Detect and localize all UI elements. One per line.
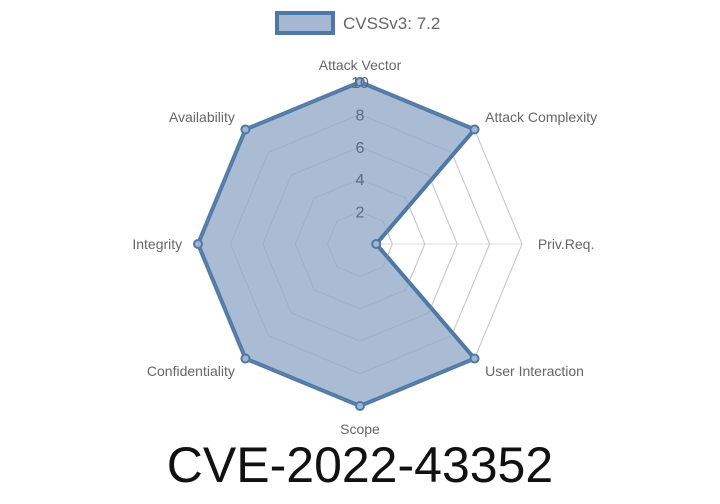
- data-point[interactable]: [355, 77, 365, 87]
- data-point[interactable]: [240, 353, 251, 364]
- axis-label: Integrity: [132, 236, 182, 252]
- axis-label: Confidentiality: [147, 363, 235, 379]
- grid-ring-overlay: [229, 113, 491, 375]
- data-point[interactable]: [469, 124, 480, 135]
- data-point[interactable]: [371, 239, 382, 249]
- tick-label: 4: [356, 172, 365, 189]
- axis-label: Scope: [340, 421, 380, 437]
- grid-ring-overlay: [327, 211, 393, 277]
- grid-ring-overlay: [262, 146, 458, 342]
- legend[interactable]: CVSSv3: 7.2: [275, 11, 440, 35]
- data-point[interactable]: [193, 239, 203, 249]
- tick-label: 10: [351, 75, 369, 92]
- legend-swatch: [275, 11, 335, 35]
- axis-label: Attack Vector: [319, 57, 402, 73]
- axis-label: Attack Complexity: [485, 109, 597, 125]
- tick-label: 8: [356, 107, 365, 124]
- data-point[interactable]: [355, 401, 365, 411]
- data-point[interactable]: [469, 353, 480, 364]
- axis-label: Priv.Req.: [538, 236, 595, 252]
- axis-label: User Interaction: [485, 363, 584, 379]
- chart-title: CVE-2022-43352: [167, 437, 553, 493]
- legend-label: CVSSv3: 7.2: [343, 14, 440, 33]
- axis-label: Availability: [169, 109, 235, 125]
- grid-ring-overlay: [197, 81, 523, 407]
- tick-label: 2: [356, 205, 365, 222]
- data-point[interactable]: [240, 124, 251, 135]
- tick-label: 6: [356, 140, 365, 157]
- grid-ring-overlay: [294, 178, 426, 310]
